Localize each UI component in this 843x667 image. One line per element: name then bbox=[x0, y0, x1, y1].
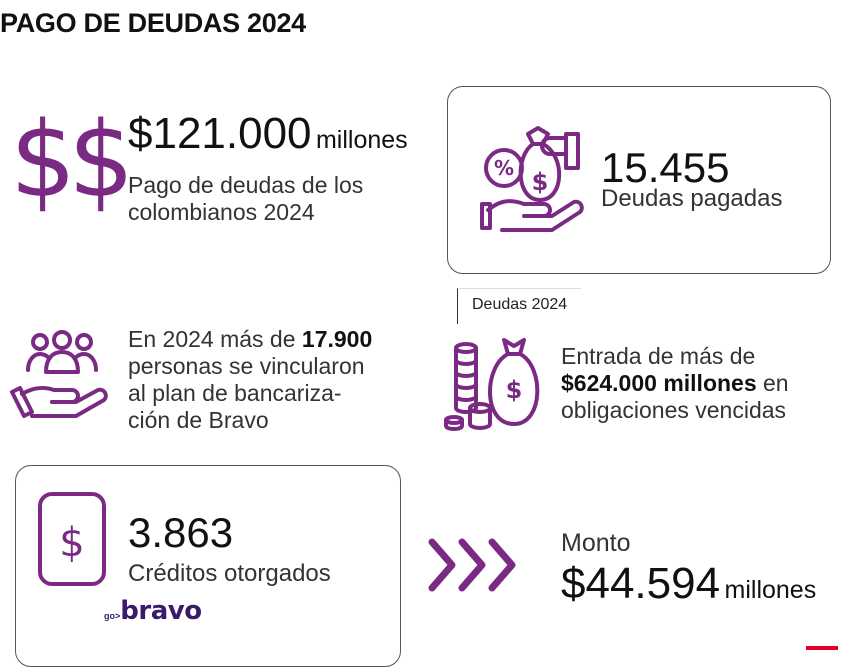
debts-paid-card bbox=[447, 86, 831, 274]
bravo-logo: go>bravo bbox=[104, 596, 202, 626]
section-tag: Deudas 2024 bbox=[457, 288, 581, 324]
svg-text:$: $ bbox=[506, 376, 523, 404]
income-line-2: $624.000 millones en bbox=[561, 370, 789, 397]
page-title: PAGO DE DEUDAS 2024 bbox=[0, 8, 306, 38]
total-amount: $121.000 bbox=[128, 109, 312, 158]
caption-line: colombianos 2024 bbox=[128, 199, 315, 225]
svg-text:$: $ bbox=[532, 168, 549, 196]
people-line-2: personas se vincularon bbox=[128, 353, 365, 379]
people-hand-icon bbox=[10, 330, 108, 418]
debts-paid-label: Deudas pagadas bbox=[601, 185, 783, 212]
logo-go: go bbox=[104, 611, 115, 621]
people-count: 17.900 bbox=[301, 326, 373, 352]
credits-label: Créditos otorgados bbox=[128, 560, 331, 587]
amount-value: $44.594 bbox=[561, 559, 721, 608]
dollar-card-icon: $ bbox=[38, 492, 106, 586]
triple-chevron-icon bbox=[428, 538, 516, 592]
people-pre: En 2024 más de bbox=[128, 326, 302, 352]
credits-value: 3.863 bbox=[128, 509, 234, 556]
double-dollar-icon: $$ bbox=[10, 99, 134, 221]
red-accent-mark bbox=[806, 646, 838, 650]
amount-label: Monto bbox=[561, 529, 631, 557]
income-amount: $624.000 millones bbox=[561, 370, 757, 396]
people-line-3: al plan de bancariza- bbox=[128, 380, 342, 406]
income-line-3: obligaciones vencidas bbox=[561, 397, 787, 423]
people-text: En 2024 más de 17.900 personas se vincul… bbox=[128, 326, 372, 434]
svg-text:$: $ bbox=[59, 520, 84, 566]
money-bag-percent-hand-icon: % $ bbox=[480, 126, 584, 232]
total-amount-group: $121.000 millones bbox=[128, 112, 408, 156]
people-line-1: En 2024 más de 17.900 bbox=[128, 326, 372, 353]
total-amount-caption: Pago de deudas de los colombianos 2024 bbox=[128, 172, 363, 226]
people-line-4: ción de Bravo bbox=[128, 407, 269, 433]
debts-paid-value: 15.455 bbox=[601, 144, 730, 191]
income-after: en bbox=[756, 370, 789, 396]
credits-card bbox=[15, 465, 401, 667]
amount-unit: millones bbox=[724, 576, 817, 604]
svg-text:%: % bbox=[494, 156, 514, 180]
income-text: Entrada de más de $624.000 millones en o… bbox=[561, 343, 789, 424]
income-line-1: Entrada de más de bbox=[561, 343, 756, 369]
coins-money-bag-icon: $ bbox=[444, 338, 540, 431]
logo-bravo: bravo bbox=[120, 596, 202, 626]
amount-group: $44.594 millones bbox=[561, 562, 816, 606]
total-amount-unit: millones bbox=[315, 126, 408, 154]
caption-line: Pago de deudas de los bbox=[128, 172, 364, 198]
